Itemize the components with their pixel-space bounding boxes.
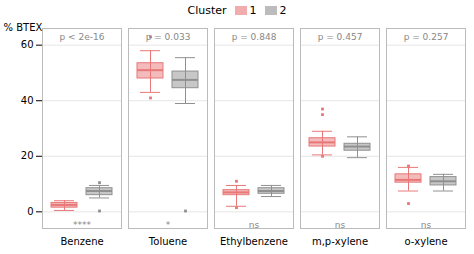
svg-text:Benzene: Benzene (60, 236, 103, 247)
svg-text:p = 0.457: p = 0.457 (318, 32, 363, 42)
svg-text:p = 0.033: p = 0.033 (146, 32, 191, 42)
svg-text:*: * (166, 220, 171, 230)
svg-text:p = 0.848: p = 0.848 (232, 32, 277, 42)
svg-text:ns: ns (335, 220, 346, 230)
svg-text:Toluene: Toluene (148, 236, 187, 247)
svg-text:20: 20 (21, 150, 34, 161)
svg-text:m,p-xylene: m,p-xylene (312, 236, 368, 247)
svg-text:ns: ns (249, 220, 260, 230)
svg-text:****: **** (73, 220, 92, 230)
svg-text:Ethylbenzene: Ethylbenzene (220, 236, 288, 247)
svg-text:0: 0 (27, 206, 33, 217)
svg-text:60: 60 (21, 39, 34, 50)
html-text:Cluster: Cluster (187, 3, 227, 17)
svg-text:40: 40 (21, 95, 34, 106)
svg-text:o-xylene: o-xylene (404, 236, 447, 247)
svg-text:ns: ns (421, 220, 432, 230)
svg-text:p < 2e-16: p < 2e-16 (60, 32, 105, 42)
html-text:2: 2 (279, 3, 287, 17)
html-text:1: 1 (249, 3, 257, 17)
svg-text:% BTEX: % BTEX (4, 22, 43, 33)
svg-text:p = 0.257: p = 0.257 (404, 32, 449, 42)
